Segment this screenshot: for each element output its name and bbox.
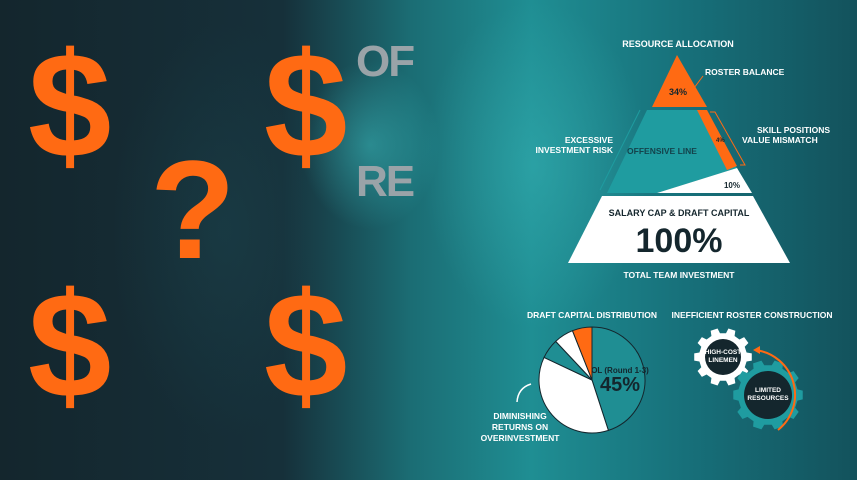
question-mark-icon: ? (150, 131, 236, 288)
pie-slice-1 (538, 356, 610, 434)
dollar-sign-icon: $ (28, 261, 112, 429)
bracket-right (710, 111, 746, 166)
gear-hub (744, 371, 792, 419)
arrowhead-icon (753, 346, 760, 354)
pyramid-heading: RESOURCE ALLOCATION (622, 39, 734, 49)
player-lineman (420, 0, 650, 330)
pyramid-top-value: 34% (669, 87, 687, 97)
gear1-line2: LINEMEN (708, 357, 738, 364)
gear1-line1: HIGH-COST (705, 349, 742, 356)
pie-callout-line3: OVERINVESTMENT (481, 433, 561, 443)
pyramid-base-label: SALARY CAP & DRAFT CAPITAL (609, 208, 750, 218)
pyramid-white-value: 10% (724, 181, 740, 190)
pie-chart (538, 326, 646, 434)
pyramid-top-segment (652, 55, 707, 107)
player-helmet (300, 60, 440, 230)
pie-callout-line2: RETURNS ON (492, 422, 548, 432)
pie-slice-0 (591, 326, 646, 432)
pyramid-base-segment (568, 196, 790, 263)
pie-callout-line1: DIMINISHING (493, 411, 547, 421)
left-callout-line2: INVESTMENT RISK (536, 145, 614, 155)
pyramid-offensive-line-segment (607, 110, 737, 193)
pyramid-base-value: 100% (636, 222, 723, 260)
title-fragment-2: RE (356, 157, 415, 206)
pie-slice-4 (571, 326, 593, 381)
pie-main-label: OL (Round 1-3) (591, 366, 649, 375)
gear-hub (705, 339, 741, 375)
player-silhouette (110, 20, 340, 440)
dollar-sign-icon: $ (264, 261, 348, 429)
pie-main-value: 45% (600, 374, 640, 396)
pyramid-middle-label: OFFENSIVE LINE (627, 146, 697, 156)
pyramid-top-label: ROSTER BALANCE (705, 67, 785, 77)
gear2-line1: LIMITED (755, 387, 781, 394)
callout-line (693, 75, 704, 89)
title-fragment-1: OF (356, 37, 415, 86)
gears-title: INEFFICIENT ROSTER CONSTRUCTION (671, 310, 832, 320)
pyramid-skill-strip (697, 110, 737, 170)
dollar-sign-icon: $ (264, 21, 348, 189)
gear-icon (694, 328, 752, 386)
right-callout-line1: SKILL POSITIONS (757, 125, 830, 135)
gear-icon (733, 360, 803, 430)
pie-title: DRAFT CAPITAL DISTRIBUTION (527, 310, 657, 320)
left-callout-line1: EXCESSIVE (565, 135, 614, 145)
pyramid-strip-value: 4% (716, 138, 725, 144)
gear2-line2: RESOURCES (747, 395, 789, 402)
curved-arrow-icon (516, 383, 532, 403)
pyramid-white-segment (657, 168, 752, 193)
right-callout-line2: VALUE MISMATCH (742, 135, 818, 145)
pyramid-footer: TOTAL TEAM INVESTMENT (624, 270, 736, 280)
bracket-left (599, 109, 641, 191)
cycle-arrow (754, 349, 797, 431)
dollar-sign-icon: $ (28, 21, 112, 189)
